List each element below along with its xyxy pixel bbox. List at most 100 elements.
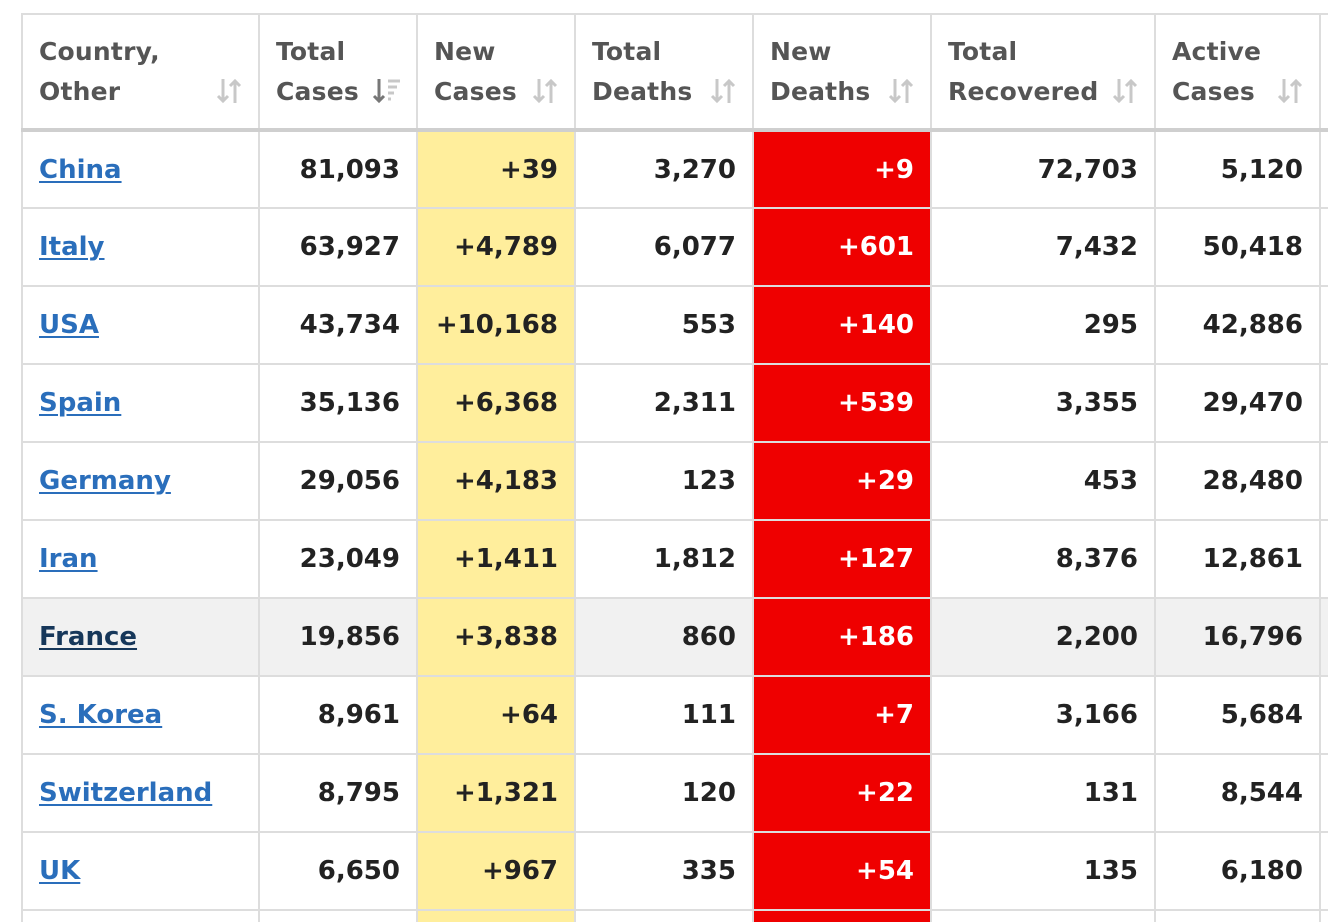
column-header-label-line2: Other	[39, 76, 121, 106]
country-link[interactable]: Spain	[39, 388, 122, 418]
cell-total-deaths: 120	[574, 753, 754, 833]
country-link[interactable]: France	[39, 622, 138, 652]
cell-partial	[21, 909, 260, 922]
country-link[interactable]: China	[39, 154, 122, 185]
cell-total-deaths: 335	[574, 831, 754, 911]
cell-new-deaths: +539	[752, 363, 932, 443]
cell-country-other: Germany	[21, 441, 260, 521]
sort-neutral-icon[interactable]	[886, 76, 916, 106]
country-link[interactable]: UK	[39, 856, 81, 886]
cell-total-cases: 19,856	[258, 597, 418, 677]
cell-new-deaths: +7	[752, 675, 932, 755]
sort-neutral-icon[interactable]	[1110, 76, 1140, 106]
column-header-new-deaths[interactable]: New Deaths	[752, 13, 932, 132]
cell-total-recovered: 2,200	[930, 597, 1156, 677]
cell-country-other: Italy	[21, 207, 260, 287]
cell-active-cases: 12,861	[1154, 519, 1321, 599]
table-row: France 19,856 +3,838 860 +186 2,200 16,796	[21, 597, 1328, 677]
cell-total-recovered: 295	[930, 285, 1156, 365]
country-link[interactable]: S. Korea	[39, 700, 163, 730]
column-header-total-recovered[interactable]: Total Recovered	[930, 13, 1156, 132]
country-link[interactable]: Italy	[39, 232, 105, 262]
table-row: Italy 63,927 +4,789 6,077 +601 7,432 50,418	[21, 207, 1328, 287]
column-header-label-line2: Cases	[1172, 76, 1255, 106]
cell-new-deaths: +29	[752, 441, 932, 521]
cell-overflow	[1319, 207, 1328, 287]
cell-partial	[258, 909, 418, 922]
table-row: Spain 35,136 +6,368 2,311 +539 3,355 29,470	[21, 363, 1328, 443]
column-header-total-cases[interactable]: Total Cases	[258, 13, 418, 132]
cell-total-recovered: 3,166	[930, 675, 1156, 755]
cell-total-recovered: 8,376	[930, 519, 1156, 599]
table-row: UK 6,650 +967 335 +54 135 6,180	[21, 831, 1328, 911]
cell-total-cases: 35,136	[258, 363, 418, 443]
cell-total-cases: 8,961	[258, 675, 418, 755]
cell-country-other: Iran	[21, 519, 260, 599]
cell-overflow	[1319, 285, 1328, 365]
table-row: Switzerland 8,795 +1,321 120 +22 131 8,544	[21, 753, 1328, 833]
column-header-label-line2: Cases	[434, 76, 517, 106]
column-header-label-line2: Recovered	[948, 76, 1099, 106]
sort-neutral-icon[interactable]	[214, 76, 244, 106]
column-header-label-line2: Deaths	[592, 76, 693, 106]
cell-country-other: China	[21, 129, 260, 209]
sort-neutral-icon[interactable]	[1275, 76, 1305, 106]
cell-partial	[752, 909, 932, 922]
column-header-label-line1: Active	[1172, 36, 1262, 66]
cell-new-deaths: +186	[752, 597, 932, 677]
column-header-label-line1: Total	[948, 36, 1018, 66]
cell-new-cases: +967	[416, 831, 576, 911]
cell-total-cases: 43,734	[258, 285, 418, 365]
cell-new-cases: +39	[416, 129, 576, 209]
country-link[interactable]: Iran	[39, 544, 98, 574]
cell-partial	[930, 909, 1156, 922]
cell-total-recovered: 7,432	[930, 207, 1156, 287]
cell-country-other: Spain	[21, 363, 260, 443]
cell-new-cases: +6,368	[416, 363, 576, 443]
column-header-active-cases[interactable]: Active Cases	[1154, 13, 1321, 132]
table-body: China 81,093 +39 3,270 +9 72,703 5,120 Italy 63,…	[21, 129, 1328, 922]
cell-total-recovered: 135	[930, 831, 1156, 911]
country-link[interactable]: Switzerland	[39, 778, 213, 808]
cell-new-cases: +1,411	[416, 519, 576, 599]
cell-country-other: S. Korea	[21, 675, 260, 755]
cell-total-deaths: 6,077	[574, 207, 754, 287]
cell-active-cases: 50,418	[1154, 207, 1321, 287]
cell-active-cases: 29,470	[1154, 363, 1321, 443]
cell-total-recovered: 131	[930, 753, 1156, 833]
cell-country-other: Switzerland	[21, 753, 260, 833]
cell-active-cases: 28,480	[1154, 441, 1321, 521]
sort-neutral-icon[interactable]	[530, 76, 560, 106]
cell-total-deaths: 2,311	[574, 363, 754, 443]
cell-new-deaths: +22	[752, 753, 932, 833]
column-header-label-line1: Country,	[39, 36, 160, 66]
cell-overflow	[1319, 129, 1328, 209]
coronavirus-stats-table: Country, Other Total Cases New Cases Total Deat…	[21, 13, 1328, 922]
cell-new-deaths: +54	[752, 831, 932, 911]
table-row: China 81,093 +39 3,270 +9 72,703 5,120	[21, 129, 1328, 209]
table-row: S. Korea 8,961 +64 111 +7 3,166 5,684	[21, 675, 1328, 755]
column-header-country-other[interactable]: Country, Other	[21, 13, 260, 132]
column-header-label-line1: Total	[276, 36, 346, 66]
cell-active-cases: 42,886	[1154, 285, 1321, 365]
sort-neutral-icon[interactable]	[708, 76, 738, 106]
cell-new-cases: +4,789	[416, 207, 576, 287]
cell-total-cases: 23,049	[258, 519, 418, 599]
cell-new-deaths: +127	[752, 519, 932, 599]
cell-total-cases: 63,927	[258, 207, 418, 287]
sort-descending-icon[interactable]	[372, 76, 402, 106]
column-header-total-deaths[interactable]: Total Deaths	[574, 13, 754, 132]
cell-total-deaths: 1,812	[574, 519, 754, 599]
column-header-new-cases[interactable]: New Cases	[416, 13, 576, 132]
cell-overflow	[1319, 441, 1328, 521]
country-link[interactable]: USA	[39, 310, 99, 340]
cell-overflow	[1319, 675, 1328, 755]
table-row: USA 43,734 +10,168 553 +140 295 42,886	[21, 285, 1328, 365]
column-header-overflow	[1319, 13, 1328, 132]
country-link[interactable]: Germany	[39, 466, 171, 496]
cell-total-recovered: 72,703	[930, 129, 1156, 209]
table-row: Germany 29,056 +4,183 123 +29 453 28,480	[21, 441, 1328, 521]
table-header-row: Country, Other Total Cases New Cases Total Deat…	[21, 13, 1328, 132]
cell-partial	[1154, 909, 1321, 922]
